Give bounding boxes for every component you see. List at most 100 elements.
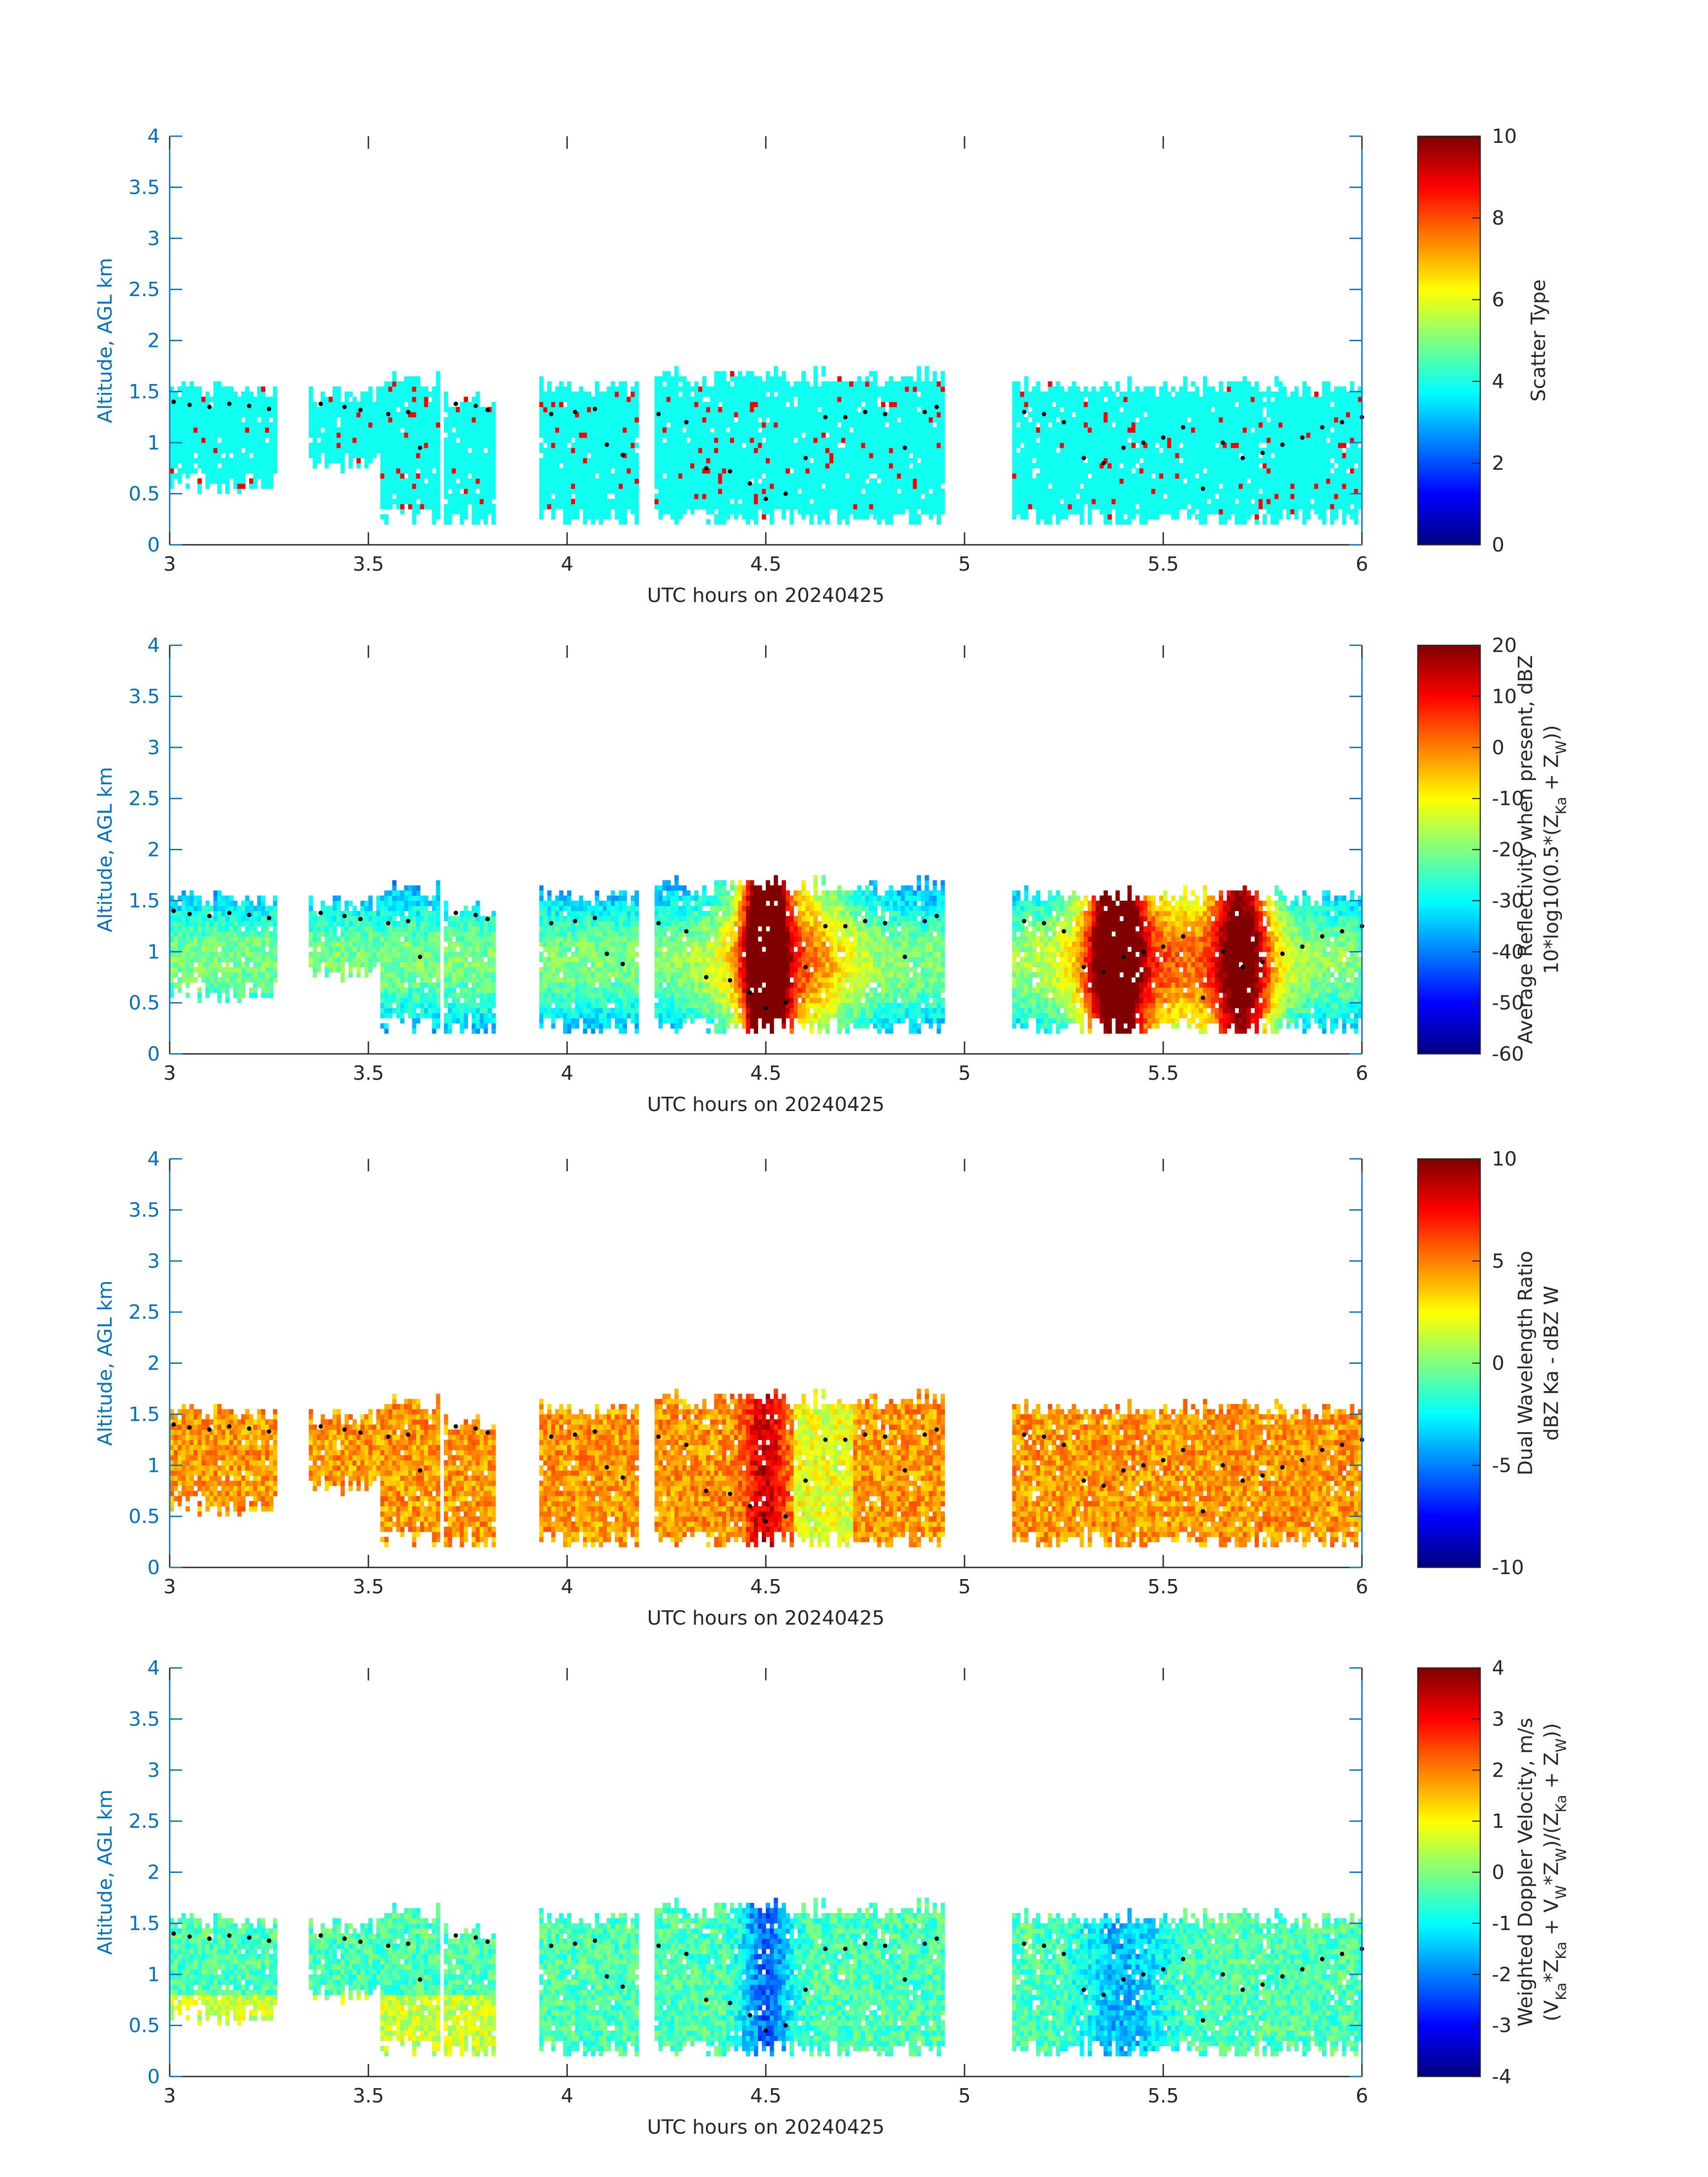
heatmap-cell <box>837 402 842 407</box>
heatmap-cell <box>380 438 385 443</box>
heatmap-cell <box>579 407 584 412</box>
heatmap-cell <box>186 453 190 458</box>
heatmap-cell <box>786 504 790 510</box>
heatmap-cell <box>722 463 727 468</box>
heatmap-cell <box>857 458 862 464</box>
heatmap-cell <box>631 473 635 479</box>
heatmap-cell <box>488 427 492 433</box>
heatmap-cell <box>750 376 754 382</box>
heatmap-cell <box>698 463 703 468</box>
heatmap-cell <box>611 458 615 464</box>
heatmap-cell <box>670 504 675 510</box>
heatmap-cell <box>1056 519 1061 525</box>
heatmap-cell <box>663 453 667 458</box>
heatmap-cell <box>889 509 894 514</box>
heatmap-cell <box>452 468 456 473</box>
heatmap-cell <box>464 504 468 510</box>
heatmap-cell <box>861 422 866 428</box>
heatmap-cell <box>881 438 885 443</box>
heatmap-cell <box>754 448 758 453</box>
heatmap-cell <box>889 468 894 473</box>
heatmap-cell <box>325 427 329 433</box>
heatmap-cell <box>893 407 898 412</box>
heatmap-cell <box>694 473 699 479</box>
heatmap-cell <box>1132 427 1136 433</box>
heatmap-cell <box>849 443 854 448</box>
heatmap-cell <box>269 468 274 473</box>
heatmap-cell <box>269 412 274 418</box>
heatmap-cell <box>1076 422 1080 428</box>
heatmap-cell <box>364 422 369 428</box>
heatmap-cell <box>1123 519 1128 525</box>
heatmap-cell <box>682 443 687 448</box>
heatmap-cell <box>877 392 881 397</box>
heatmap-cell <box>1115 386 1120 392</box>
heatmap-cell <box>539 402 544 407</box>
heatmap-cell <box>599 448 603 453</box>
heatmap-cell <box>1179 463 1184 468</box>
heatmap-cell <box>213 468 218 473</box>
heatmap-cell <box>448 448 452 453</box>
heatmap-cell <box>1100 432 1104 438</box>
heatmap-cell <box>444 519 448 525</box>
heatmap-cell <box>201 468 206 473</box>
heatmap-cell <box>333 386 337 392</box>
heatmap-cell <box>591 397 595 402</box>
heatmap-cell <box>1144 407 1148 412</box>
heatmap-cell <box>1128 504 1132 510</box>
heatmap-cell <box>1068 453 1072 458</box>
heatmap-cell <box>1104 412 1108 418</box>
heatmap-cell <box>428 412 433 418</box>
heatmap-cell <box>1132 484 1136 489</box>
heatmap-cell <box>853 422 858 428</box>
heatmap-cell <box>889 489 894 494</box>
heatmap-cell <box>273 438 277 443</box>
heatmap-cell <box>667 499 671 504</box>
heatmap-cell <box>837 386 842 392</box>
heatmap-cell <box>810 468 814 473</box>
heatmap-cell <box>766 422 770 428</box>
heatmap-cell <box>1140 504 1144 510</box>
heatmap-cell <box>237 397 242 402</box>
heatmap-cell <box>1119 473 1124 479</box>
heatmap-cell <box>694 397 699 402</box>
heatmap-cell <box>428 494 433 499</box>
heatmap-cell <box>1048 402 1052 407</box>
heatmap-cell <box>226 473 230 479</box>
heatmap-cell <box>583 392 588 397</box>
heatmap-cell <box>321 417 325 422</box>
heatmap-cell <box>190 412 194 418</box>
heatmap-cell <box>1171 386 1176 392</box>
heatmap-cell <box>190 422 194 428</box>
heatmap-cell <box>352 443 357 448</box>
heatmap-cell <box>905 397 910 402</box>
heatmap-cell <box>762 443 766 448</box>
heatmap-cell <box>1020 504 1025 510</box>
heatmap-cell <box>1036 453 1040 458</box>
heatmap-cell <box>388 489 393 494</box>
heatmap-cell <box>392 432 397 438</box>
heatmap-cell <box>317 458 321 464</box>
heatmap-cell <box>591 509 595 514</box>
heatmap-cell <box>1076 453 1080 458</box>
heatmap-cell <box>611 422 615 428</box>
heatmap-cell <box>611 417 615 422</box>
heatmap-cell <box>623 463 627 468</box>
heatmap-cell <box>758 432 762 438</box>
heatmap-cell <box>869 489 873 494</box>
heatmap-cell <box>1151 504 1156 510</box>
heatmap-cell <box>436 432 440 438</box>
heatmap-cell <box>571 484 576 489</box>
heatmap-cell <box>793 386 798 392</box>
heatmap-cell <box>718 458 722 464</box>
heatmap-cell <box>793 453 798 458</box>
heatmap-cell <box>428 458 433 464</box>
heatmap-cell <box>619 412 623 418</box>
heatmap-cell <box>360 438 365 443</box>
heatmap-cell <box>698 494 703 499</box>
heatmap-cell <box>1076 463 1080 468</box>
heatmap-cell <box>249 438 254 443</box>
heatmap-cell <box>217 381 222 387</box>
heatmap-cell <box>265 402 270 407</box>
heatmap-cell <box>372 453 377 458</box>
